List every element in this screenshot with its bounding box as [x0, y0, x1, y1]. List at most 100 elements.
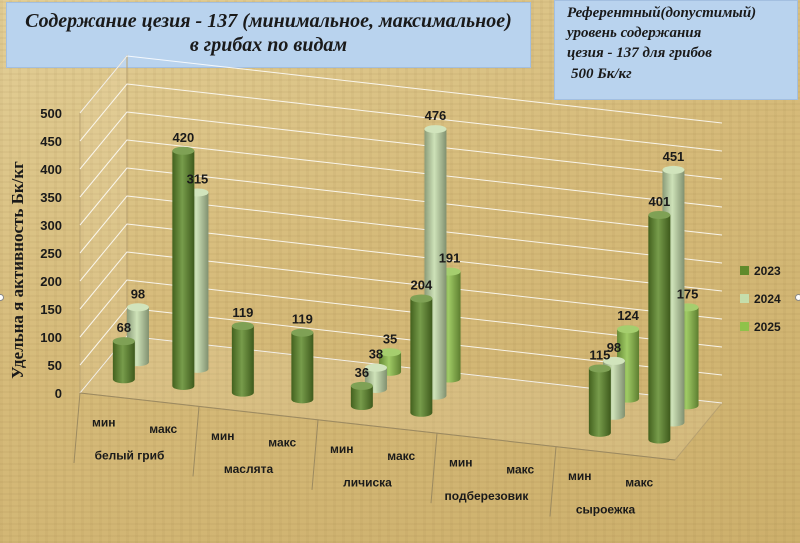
data-label: 175: [677, 286, 699, 301]
x-category-label: макс: [149, 422, 177, 436]
bar-top: [231, 322, 254, 331]
data-label: 476: [425, 108, 447, 123]
bar-top: [424, 125, 447, 134]
data-label: 124: [617, 308, 639, 323]
x-category-label: мин: [568, 469, 592, 483]
gridline: [79, 279, 723, 348]
bar-2023-мин-4: [350, 381, 373, 411]
data-label: 451: [663, 149, 685, 164]
data-label: 191: [439, 251, 461, 266]
data-label: 204: [410, 278, 432, 293]
data-label: 420: [172, 130, 194, 145]
bar-top: [126, 303, 149, 312]
y-tick-label: 0: [55, 386, 62, 401]
gridline: [79, 223, 723, 292]
x-group-label: маслята: [224, 462, 274, 476]
y-tick-label: 400: [40, 162, 62, 177]
resize-handle-left[interactable]: [0, 294, 4, 301]
gridline: [79, 83, 723, 152]
gridline: [79, 167, 723, 236]
reference-line-3: цезия - 137 для грибов: [567, 45, 712, 61]
data-label: 119: [232, 305, 253, 320]
x-category-label: макс: [387, 449, 415, 463]
legend-label: 2025: [754, 320, 781, 334]
x-category-label: мин: [330, 442, 354, 456]
gridline: [79, 251, 723, 320]
bar-body: [410, 298, 433, 417]
title-box: Содержание цезия - 137 (минимальное, мак…: [6, 2, 531, 68]
bar-2023-мин-8: [588, 364, 611, 437]
legend: 2023 2024 2025: [740, 264, 781, 334]
reference-line-2: уровень содержания: [567, 25, 702, 41]
x-category-label: мин: [211, 429, 235, 443]
legend-swatch: [740, 322, 749, 331]
x-category-label: макс: [506, 462, 534, 476]
resize-handle-right[interactable]: [795, 294, 800, 301]
bar-top: [662, 165, 685, 174]
data-label: 36: [355, 365, 369, 380]
y-tick-label: 200: [40, 274, 62, 289]
bar-body: [291, 332, 314, 404]
title-line-2: в грибах по видам: [189, 34, 348, 56]
y-tick-label: 100: [40, 330, 62, 345]
data-label: 35: [383, 331, 397, 346]
x-group-label: белый гриб: [95, 449, 165, 463]
bar-body: [231, 326, 254, 397]
group-separator: [430, 433, 438, 504]
reference-line-4: 500 Бк/кг: [571, 66, 632, 82]
reference-note-box: Референтный(допустимый) уровень содержан…: [554, 0, 798, 100]
x-axis-line: [79, 392, 676, 461]
bar-2023-мин-2: [231, 322, 254, 397]
bar-top: [291, 328, 314, 337]
y-tick-label: 50: [48, 358, 62, 373]
bar-body: [588, 368, 611, 437]
y-axis-label: Удельна я активность Бк/кг: [8, 161, 27, 379]
y-tick-label: 250: [40, 246, 62, 261]
bar-body: [112, 341, 135, 384]
bar-body: [350, 385, 373, 411]
bar-top: [588, 364, 611, 373]
bar-top: [617, 325, 640, 334]
y-tick-label: 150: [40, 302, 62, 317]
bar-top: [379, 348, 402, 357]
bar-top: [172, 146, 195, 155]
data-label: 315: [187, 171, 209, 186]
x-axis-labels: мин макс мин макс мин макс мин макс мин макс белый…: [73, 392, 676, 517]
x-category-label: мин: [449, 456, 473, 470]
y-tick-label: 350: [40, 190, 62, 205]
bar-2023-макс-3: [291, 328, 314, 404]
bar-2023-макс-1: [172, 146, 195, 390]
bar-body: [648, 214, 671, 444]
group-separator: [311, 419, 319, 490]
data-label: 401: [648, 194, 670, 209]
legend-label: 2024: [754, 292, 781, 306]
y-tick-label: 450: [40, 134, 62, 149]
bar-top: [364, 363, 387, 372]
title-line-1: Содержание цезия - 137 (минимальное, мак…: [25, 10, 512, 32]
x-group-label: личиска: [343, 476, 392, 490]
x-group-label: сыроежка: [576, 502, 636, 516]
legend-label: 2023: [754, 264, 781, 278]
gridline: [79, 139, 723, 208]
group-separator: [73, 392, 81, 464]
bar-top: [648, 210, 671, 219]
data-label: 119: [292, 312, 313, 327]
data-label: 98: [131, 286, 145, 301]
bar-2023-мин-0: [112, 337, 135, 384]
legend-swatch: [740, 266, 749, 275]
bar-body: [172, 150, 195, 390]
y-tick-labels: 0 50 100 150 200 250 300 350 400 450 500: [40, 106, 62, 401]
y-tick-label: 500: [40, 106, 62, 121]
bar-top: [410, 294, 433, 303]
group-separator: [192, 406, 200, 477]
data-label: 98: [607, 340, 621, 355]
bar-top: [112, 337, 135, 346]
y-tick-label: 300: [40, 218, 62, 233]
data-labels: 35 191 124 175 98 315 38 476 98 451 68 420 119 119 36 2…: [117, 108, 699, 380]
reference-line-1: Референтный(допустимый): [567, 5, 757, 21]
data-label: 115: [589, 347, 610, 362]
gridline: [79, 195, 723, 264]
bars: [112, 125, 699, 444]
gridlines: [79, 55, 723, 404]
